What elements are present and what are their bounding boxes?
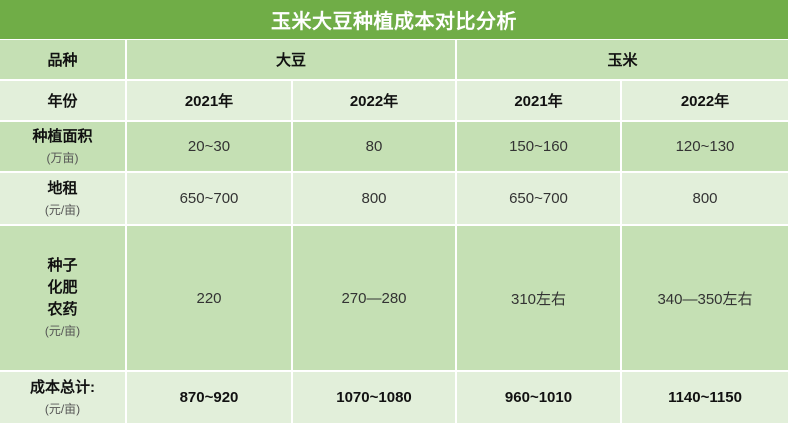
- group-header-corn: 玉米: [457, 40, 788, 81]
- row-unit: (元/亩): [44, 202, 81, 217]
- year-header-corn-2021: 2021年: [457, 81, 622, 122]
- table-grid: 品种 大豆 玉米 年份 2021年 2022年 2021年 2022年 种植面积…: [0, 40, 788, 425]
- table-cell: 800: [293, 173, 457, 226]
- table-cell: 120~130: [622, 122, 788, 173]
- table-cell: 20~30: [127, 122, 293, 173]
- row-label-text: 成本总计:: [30, 378, 95, 396]
- row-label-text: 种子: [47, 257, 78, 274]
- table-cell-total: 870~920: [127, 372, 293, 425]
- year-header-label: 年份: [0, 81, 127, 122]
- group-header-soybean: 大豆: [127, 40, 457, 81]
- table-cell: 650~700: [127, 173, 293, 226]
- row-label-planting-area: 种植面积 (万亩): [0, 122, 127, 173]
- row-label-text: 化肥: [47, 279, 78, 296]
- variety-header-label: 品种: [0, 40, 127, 81]
- year-header-soybean-2022: 2022年: [293, 81, 457, 122]
- year-header-soybean-2021: 2021年: [127, 81, 293, 122]
- table-cell: 800: [622, 173, 788, 226]
- table-cell-total: 1140~1150: [622, 372, 788, 425]
- row-label-text: 农药: [47, 301, 78, 318]
- table-title: 玉米大豆种植成本对比分析: [0, 0, 788, 40]
- row-label-total-cost: 成本总计: (元/亩): [0, 372, 127, 425]
- row-unit: (元/亩): [44, 324, 81, 338]
- row-unit: (万亩): [46, 150, 79, 165]
- row-unit: (元/亩): [44, 401, 81, 416]
- table-cell: 270—280: [293, 226, 457, 372]
- table-cell: 340—350左右: [622, 226, 788, 372]
- table-cell: 220: [127, 226, 293, 372]
- table-cell: 650~700: [457, 173, 622, 226]
- year-header-corn-2022: 2022年: [622, 81, 788, 122]
- row-label-text: 种植面积: [32, 127, 93, 145]
- table-cell: 80: [293, 122, 457, 173]
- table-cell: 310左右: [457, 226, 622, 372]
- table-cell-total: 1070~1080: [293, 372, 457, 425]
- table-cell-total: 960~1010: [457, 372, 622, 425]
- table-cell: 150~160: [457, 122, 622, 173]
- row-label-text: 地租: [47, 179, 78, 197]
- row-label-inputs: 种子 化肥 农药 (元/亩): [0, 226, 127, 372]
- row-label-land-rent: 地租 (元/亩): [0, 173, 127, 226]
